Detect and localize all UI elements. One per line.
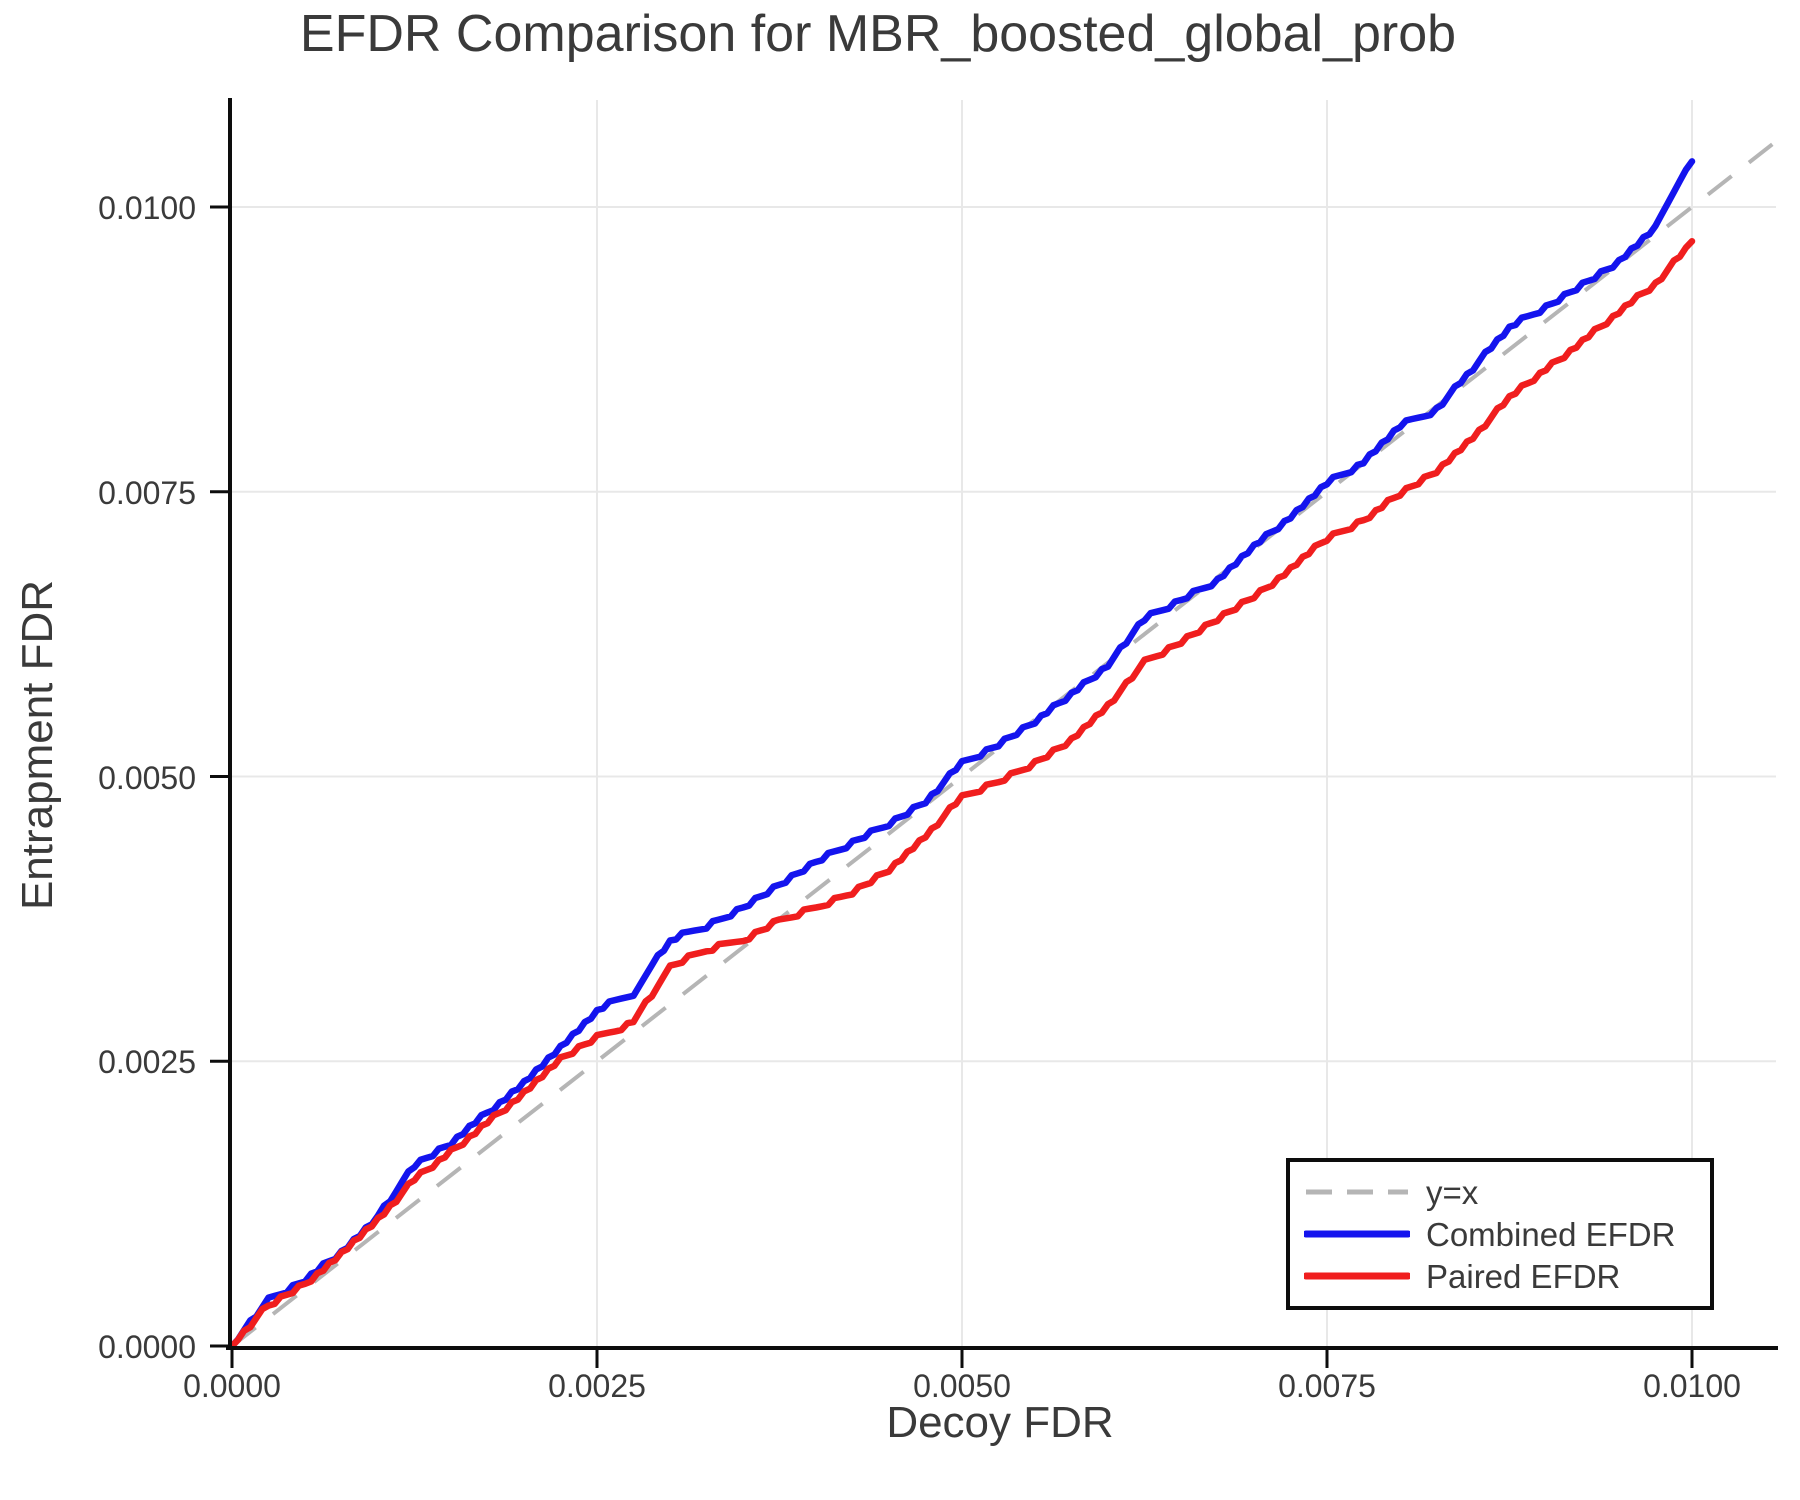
x-tick-label: 0.0000 [183, 1368, 281, 1404]
legend-item-paired: Paired EFDR [1304, 1257, 1710, 1295]
legend-label-combined: Combined EFDR [1426, 1215, 1676, 1253]
x-tick-label: 0.0075 [1278, 1368, 1376, 1404]
y-tick-label: 0.0050 [98, 759, 196, 796]
identity-line-swatch-icon [1306, 1189, 1408, 1195]
combined-efdr-line [228, 158, 1696, 1350]
x-tick-label: 0.0025 [548, 1368, 646, 1404]
combined-efdr-swatch-icon [1304, 1230, 1410, 1238]
x-tick-label: 0.0050 [913, 1368, 1011, 1404]
y-tick-label: 0.0075 [98, 474, 196, 511]
x-tick-label: 0.0100 [1643, 1368, 1741, 1404]
legend-label-paired: Paired EFDR [1426, 1257, 1621, 1295]
legend-item-identity: y=x [1304, 1173, 1710, 1211]
legend-item-combined: Combined EFDR [1304, 1215, 1710, 1253]
legend-label-identity: y=x [1426, 1173, 1479, 1211]
legend: y=x Combined EFDR Paired EFDR [1286, 1158, 1714, 1310]
y-tick-label: 0.0025 [98, 1044, 196, 1081]
chart-title: EFDR Comparison for MBR_boosted_global_p… [299, 5, 1457, 63]
y-tick-label: 0.0100 [98, 190, 196, 226]
paired-efdr-line [228, 237, 1696, 1350]
y-tick-label: 0.0000 [98, 1329, 196, 1365]
identity-line [230, 142, 1774, 1348]
x-axis-title: Decoy FDR [886, 1398, 1114, 1447]
paired-efdr-swatch-icon [1304, 1272, 1410, 1280]
